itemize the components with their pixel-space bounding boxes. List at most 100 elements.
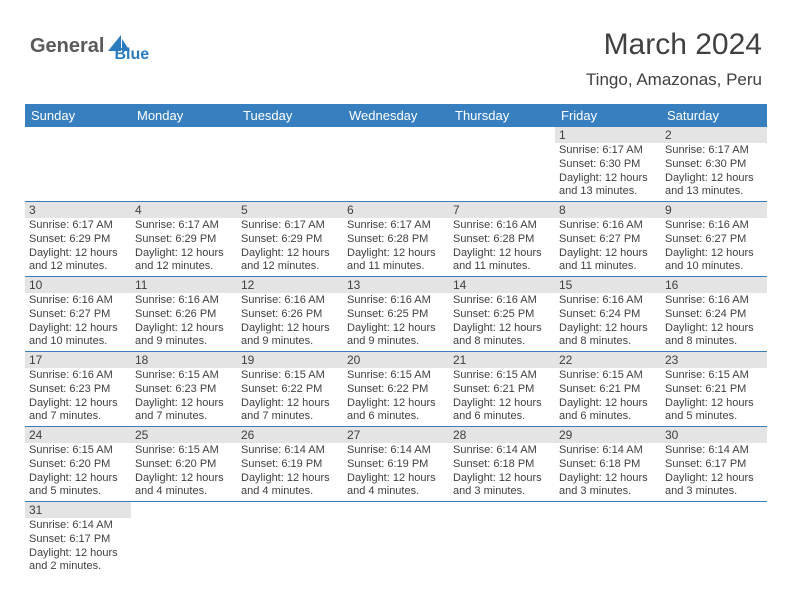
day-number: 22 <box>555 352 661 368</box>
weekday-header: Tuesday <box>237 104 343 127</box>
day-details <box>131 518 237 576</box>
weekday-header: Friday <box>555 104 661 127</box>
day-number: 7 <box>449 202 555 218</box>
calendar-day-cell: 2Sunrise: 6:17 AMSunset: 6:30 PMDaylight… <box>661 127 767 202</box>
calendar-day-cell: 15Sunrise: 6:16 AMSunset: 6:24 PMDayligh… <box>555 277 661 352</box>
calendar-day-cell: 10Sunrise: 6:16 AMSunset: 6:27 PMDayligh… <box>25 277 131 352</box>
calendar-day-cell: 4Sunrise: 6:17 AMSunset: 6:29 PMDaylight… <box>131 202 237 277</box>
day-number: 23 <box>661 352 767 368</box>
day-details: Sunrise: 6:16 AMSunset: 6:24 PMDaylight:… <box>555 293 661 351</box>
day-number: 15 <box>555 277 661 293</box>
day-number: 2 <box>661 127 767 143</box>
day-number <box>131 502 237 518</box>
day-number: 4 <box>131 202 237 218</box>
calendar-day-cell: 27Sunrise: 6:14 AMSunset: 6:19 PMDayligh… <box>343 427 449 502</box>
day-details: Sunrise: 6:17 AMSunset: 6:30 PMDaylight:… <box>661 143 767 201</box>
day-details <box>449 143 555 201</box>
day-number <box>343 502 449 518</box>
day-number: 9 <box>661 202 767 218</box>
day-number: 5 <box>237 202 343 218</box>
day-details: Sunrise: 6:15 AMSunset: 6:21 PMDaylight:… <box>661 368 767 426</box>
day-number: 12 <box>237 277 343 293</box>
day-details: Sunrise: 6:17 AMSunset: 6:28 PMDaylight:… <box>343 218 449 276</box>
day-details: Sunrise: 6:17 AMSunset: 6:29 PMDaylight:… <box>131 218 237 276</box>
day-details <box>661 518 767 576</box>
day-details: Sunrise: 6:15 AMSunset: 6:21 PMDaylight:… <box>449 368 555 426</box>
day-details: Sunrise: 6:17 AMSunset: 6:29 PMDaylight:… <box>237 218 343 276</box>
calendar-day-cell: 1Sunrise: 6:17 AMSunset: 6:30 PMDaylight… <box>555 127 661 202</box>
calendar-day-cell <box>343 127 449 202</box>
day-number <box>661 502 767 518</box>
calendar-day-cell: 7Sunrise: 6:16 AMSunset: 6:28 PMDaylight… <box>449 202 555 277</box>
day-number: 11 <box>131 277 237 293</box>
day-number: 16 <box>661 277 767 293</box>
day-details <box>237 143 343 201</box>
day-number: 10 <box>25 277 131 293</box>
day-details: Sunrise: 6:15 AMSunset: 6:22 PMDaylight:… <box>237 368 343 426</box>
day-details: Sunrise: 6:14 AMSunset: 6:19 PMDaylight:… <box>343 443 449 501</box>
calendar-day-cell <box>449 127 555 202</box>
calendar-day-cell: 25Sunrise: 6:15 AMSunset: 6:20 PMDayligh… <box>131 427 237 502</box>
day-details: Sunrise: 6:15 AMSunset: 6:20 PMDaylight:… <box>25 443 131 501</box>
day-number: 6 <box>343 202 449 218</box>
day-details: Sunrise: 6:15 AMSunset: 6:20 PMDaylight:… <box>131 443 237 501</box>
day-details: Sunrise: 6:17 AMSunset: 6:30 PMDaylight:… <box>555 143 661 201</box>
calendar-week-row: 31Sunrise: 6:14 AMSunset: 6:17 PMDayligh… <box>25 502 767 577</box>
day-details: Sunrise: 6:14 AMSunset: 6:18 PMDaylight:… <box>555 443 661 501</box>
calendar-table: SundayMondayTuesdayWednesdayThursdayFrid… <box>25 104 767 576</box>
day-number: 21 <box>449 352 555 368</box>
title-block: March 2024 Tingo, Amazonas, Peru <box>586 28 762 90</box>
day-number <box>237 502 343 518</box>
day-details <box>25 143 131 201</box>
calendar-day-cell: 20Sunrise: 6:15 AMSunset: 6:22 PMDayligh… <box>343 352 449 427</box>
calendar-day-cell: 29Sunrise: 6:14 AMSunset: 6:18 PMDayligh… <box>555 427 661 502</box>
calendar-week-row: 24Sunrise: 6:15 AMSunset: 6:20 PMDayligh… <box>25 427 767 502</box>
location-label: Tingo, Amazonas, Peru <box>586 70 762 90</box>
day-details: Sunrise: 6:15 AMSunset: 6:21 PMDaylight:… <box>555 368 661 426</box>
day-number: 26 <box>237 427 343 443</box>
day-number: 18 <box>131 352 237 368</box>
day-number: 3 <box>25 202 131 218</box>
month-title: March 2024 <box>586 28 762 62</box>
day-number <box>449 127 555 143</box>
calendar-week-row: 3Sunrise: 6:17 AMSunset: 6:29 PMDaylight… <box>25 202 767 277</box>
calendar-day-cell <box>237 127 343 202</box>
day-number: 25 <box>131 427 237 443</box>
day-number <box>237 127 343 143</box>
calendar-day-cell: 6Sunrise: 6:17 AMSunset: 6:28 PMDaylight… <box>343 202 449 277</box>
day-details: Sunrise: 6:16 AMSunset: 6:27 PMDaylight:… <box>555 218 661 276</box>
calendar-day-cell <box>449 502 555 577</box>
day-number: 29 <box>555 427 661 443</box>
day-details: Sunrise: 6:16 AMSunset: 6:26 PMDaylight:… <box>131 293 237 351</box>
day-number: 17 <box>25 352 131 368</box>
calendar-week-row: 1Sunrise: 6:17 AMSunset: 6:30 PMDaylight… <box>25 127 767 202</box>
weekday-header: Sunday <box>25 104 131 127</box>
calendar-day-cell <box>25 127 131 202</box>
day-number: 13 <box>343 277 449 293</box>
day-details <box>131 143 237 201</box>
calendar-day-cell <box>555 502 661 577</box>
calendar-day-cell: 11Sunrise: 6:16 AMSunset: 6:26 PMDayligh… <box>131 277 237 352</box>
day-number: 1 <box>555 127 661 143</box>
day-details: Sunrise: 6:14 AMSunset: 6:18 PMDaylight:… <box>449 443 555 501</box>
day-details: Sunrise: 6:14 AMSunset: 6:17 PMDaylight:… <box>25 518 131 576</box>
logo: General Blue <box>30 28 149 64</box>
day-details: Sunrise: 6:15 AMSunset: 6:23 PMDaylight:… <box>131 368 237 426</box>
day-details: Sunrise: 6:14 AMSunset: 6:19 PMDaylight:… <box>237 443 343 501</box>
day-details: Sunrise: 6:16 AMSunset: 6:25 PMDaylight:… <box>343 293 449 351</box>
calendar-day-cell: 18Sunrise: 6:15 AMSunset: 6:23 PMDayligh… <box>131 352 237 427</box>
day-details: Sunrise: 6:16 AMSunset: 6:28 PMDaylight:… <box>449 218 555 276</box>
day-details <box>555 518 661 576</box>
day-number: 27 <box>343 427 449 443</box>
day-number <box>25 127 131 143</box>
day-number: 14 <box>449 277 555 293</box>
day-details: Sunrise: 6:16 AMSunset: 6:26 PMDaylight:… <box>237 293 343 351</box>
calendar-day-cell: 14Sunrise: 6:16 AMSunset: 6:25 PMDayligh… <box>449 277 555 352</box>
day-details: Sunrise: 6:14 AMSunset: 6:17 PMDaylight:… <box>661 443 767 501</box>
day-number: 31 <box>25 502 131 518</box>
calendar-day-cell: 21Sunrise: 6:15 AMSunset: 6:21 PMDayligh… <box>449 352 555 427</box>
calendar-day-cell: 3Sunrise: 6:17 AMSunset: 6:29 PMDaylight… <box>25 202 131 277</box>
calendar-day-cell <box>131 127 237 202</box>
day-details <box>343 143 449 201</box>
header: General Blue March 2024 Tingo, Amazonas,… <box>0 0 792 98</box>
